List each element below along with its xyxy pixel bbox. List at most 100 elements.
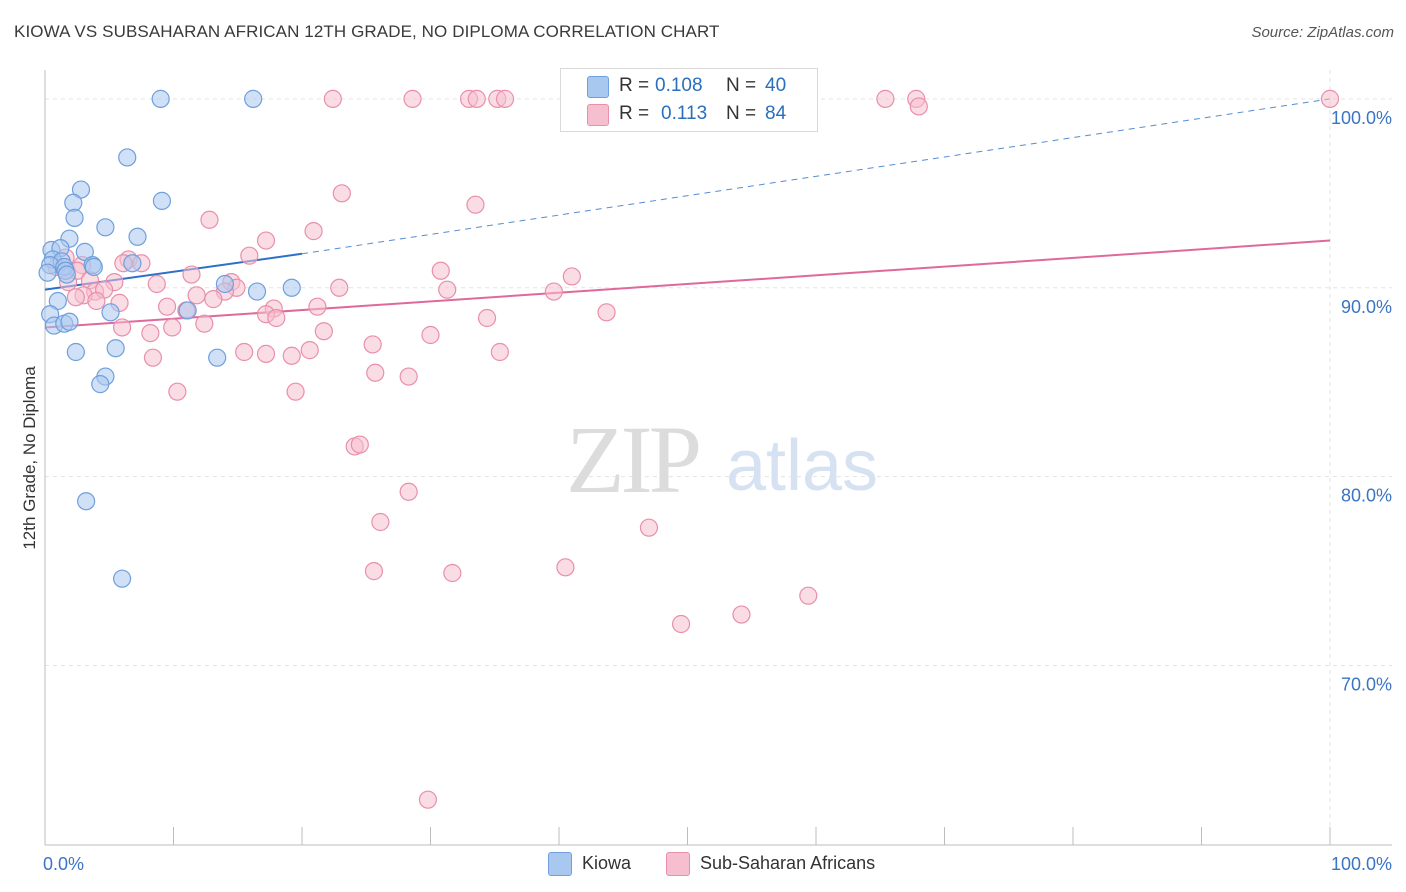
subsaharan-point xyxy=(466,195,485,214)
subsaharan-point xyxy=(308,297,327,316)
subsaharan-point xyxy=(350,435,369,454)
kiowa-label: Kiowa xyxy=(582,853,632,873)
kiowa-point xyxy=(152,191,172,210)
kiowa-point xyxy=(65,208,84,227)
subsaharan-point xyxy=(163,318,182,337)
subsaharan-label: Sub-Saharan Africans xyxy=(700,853,876,873)
subsaharan-point xyxy=(399,367,418,386)
kiowa-point xyxy=(60,312,79,331)
kiowa-point xyxy=(91,375,110,394)
subsaharan-point xyxy=(141,324,160,343)
y-tick-label: 80.0% xyxy=(1341,486,1392,506)
kiowa-point xyxy=(38,263,57,282)
subsaharan-point xyxy=(799,586,818,605)
n-label: N = xyxy=(726,75,757,96)
subsaharan-point xyxy=(477,308,497,328)
legend-row-kiowa: R = 0.108 N = 40 xyxy=(561,72,817,100)
subsaharan-point xyxy=(371,512,390,532)
subsaharan-point xyxy=(204,290,223,309)
subsaharan-point xyxy=(256,344,276,363)
kiowa-point xyxy=(151,89,170,108)
subsaharan-point xyxy=(443,563,462,583)
subsaharan-point xyxy=(87,291,106,311)
kiowa-trend-extension xyxy=(301,98,1331,255)
r-value: 0.113 xyxy=(661,103,708,124)
y-tick-label: 90.0% xyxy=(1341,297,1392,317)
subsaharan-point xyxy=(182,265,201,284)
kiowa-point xyxy=(106,339,125,358)
subsaharan-point xyxy=(157,297,177,316)
subsaharan-point xyxy=(66,288,85,307)
kiowa-point xyxy=(123,254,142,273)
kiowa-swatch xyxy=(548,852,572,876)
r-label: R = xyxy=(619,103,650,124)
kiowa-point xyxy=(77,492,96,511)
subsaharan-point xyxy=(467,89,486,108)
subsaharan-point xyxy=(240,246,259,265)
kiowa-point xyxy=(64,193,83,212)
x-tick-label: 0.0% xyxy=(43,854,84,874)
subsaharan-point xyxy=(364,562,384,581)
subsaharan-point xyxy=(495,89,515,108)
y-tick-label: 70.0% xyxy=(1341,675,1392,695)
chart-title: KIOWA VS SUBSAHARAN AFRICAN 12TH GRADE, … xyxy=(14,22,720,41)
kiowa-point xyxy=(178,301,197,320)
subsaharan-point xyxy=(403,89,422,108)
zipatlas-watermark: ZIP atlas xyxy=(566,406,878,513)
series-legend: Kiowa Sub-Saharan Africans xyxy=(0,852,1406,878)
axes xyxy=(44,70,1392,846)
n-value: 40 xyxy=(765,75,787,96)
subsaharan-point xyxy=(1320,89,1340,108)
subsaharan-point xyxy=(597,303,616,322)
subsaharan-point xyxy=(639,518,659,537)
subsaharan-point xyxy=(282,346,301,365)
n-label: N = xyxy=(726,103,757,124)
subsaharan-point xyxy=(195,314,214,333)
subsaharan-point xyxy=(431,261,450,280)
watermark-zip: ZIP xyxy=(566,406,699,513)
subsaharan-swatch xyxy=(587,104,609,126)
subsaharan-point xyxy=(267,308,286,328)
subsaharan-point xyxy=(256,231,276,250)
subsaharan-point xyxy=(147,274,166,294)
subsaharan-point xyxy=(876,89,895,108)
kiowa-point xyxy=(84,257,103,277)
kiowa-swatch xyxy=(587,76,609,98)
grid-lines xyxy=(45,70,1392,845)
subsaharan-point xyxy=(399,482,418,501)
subsaharan-point xyxy=(366,363,385,382)
subsaharan-point xyxy=(909,97,928,116)
subsaharan-point xyxy=(200,210,219,229)
kiowa-point xyxy=(215,274,234,294)
subsaharan-point xyxy=(300,341,319,360)
kiowa-point xyxy=(112,569,132,588)
subsaharan-point xyxy=(418,790,438,809)
kiowa-point xyxy=(101,303,120,322)
subsaharan-point xyxy=(438,280,457,299)
source-credit: Source: ZipAtlas.com xyxy=(1251,24,1394,41)
subsaharan-point xyxy=(168,382,187,401)
subsaharan-point xyxy=(363,335,382,354)
subsaharan-point xyxy=(314,322,333,341)
subsaharan-point xyxy=(732,605,751,624)
watermark-atlas: atlas xyxy=(726,426,878,506)
subsaharan-point xyxy=(671,614,691,634)
subsaharan-point xyxy=(332,184,351,203)
r-label: R = xyxy=(619,75,650,96)
data-points xyxy=(38,89,1340,809)
y-tick-label: 100.0% xyxy=(1331,108,1392,128)
kiowa-point xyxy=(128,227,147,246)
legend-row-subsaharan: R = 0.113 N = 84 xyxy=(561,100,817,128)
r-value: 0.108 xyxy=(655,75,703,96)
subsaharan-point xyxy=(187,286,206,305)
n-value: 84 xyxy=(765,103,787,124)
subsaharan-point xyxy=(304,222,323,241)
subsaharan-point xyxy=(490,342,509,362)
kiowa-point xyxy=(96,218,115,237)
subsaharan-point xyxy=(544,282,563,301)
subsaharan-point xyxy=(112,318,132,337)
x-tick-label: 100.0% xyxy=(1331,854,1392,874)
subsaharan-point xyxy=(143,348,163,367)
correlation-legend: R = 0.108 N = 40 R = 0.113 N = 84 xyxy=(560,68,818,132)
